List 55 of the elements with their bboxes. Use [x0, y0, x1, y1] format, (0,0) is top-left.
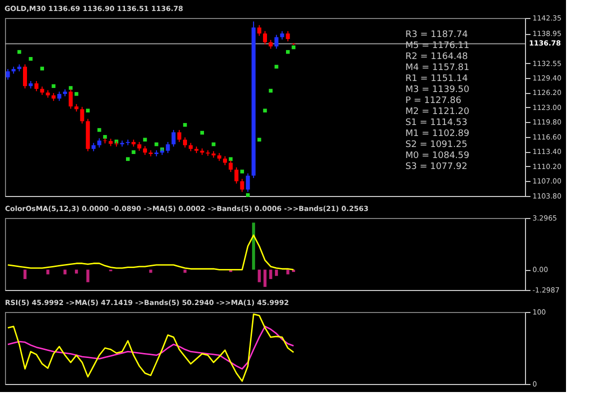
candlestick [246, 172, 250, 192]
annotation: S1 = 1114.53 [405, 118, 468, 128]
point [286, 50, 290, 54]
annotation: S2 = 1091.25 [405, 140, 468, 150]
annotation: R1 = 1151.14 [405, 74, 468, 84]
line-series [7, 326, 294, 370]
annotation: M0 = 1084.59 [405, 151, 470, 161]
point [154, 142, 158, 146]
annotation: M2 = 1121.20 [405, 107, 470, 117]
point [103, 135, 107, 139]
candlestick [257, 24, 262, 36]
annotation: R3 = 1187.74 [405, 30, 468, 40]
point [97, 128, 102, 132]
annotation: M3 = 1139.50 [405, 85, 470, 95]
annotation: M4 = 1157.81 [405, 63, 470, 73]
point [68, 86, 73, 90]
candlestick [183, 136, 187, 148]
point [132, 150, 136, 154]
candlestick [263, 30, 267, 46]
annotation: R2 = 1164.48 [405, 52, 468, 62]
annotation: P = 1127.86 [405, 96, 462, 106]
point [246, 193, 250, 197]
candlestick [286, 30, 290, 42]
candlestick [97, 138, 102, 148]
candlestick [114, 141, 118, 148]
candlestick [6, 68, 10, 80]
point [86, 108, 90, 112]
candlestick [80, 106, 84, 124]
point [17, 50, 22, 54]
point [126, 157, 130, 161]
annotation: M1 = 1102.89 [405, 129, 470, 139]
candlestick [23, 64, 27, 89]
point [263, 108, 267, 112]
point [228, 157, 233, 161]
point [143, 138, 147, 142]
line-series [7, 234, 294, 270]
candlestick [34, 80, 38, 92]
annotation: M5 = 1176.11 [405, 41, 470, 51]
point [292, 45, 296, 50]
candlestick [274, 34, 278, 50]
line-series [7, 313, 294, 382]
point [52, 84, 56, 88]
point [183, 123, 187, 127]
annotation: S3 = 1077.92 [405, 162, 468, 172]
candlestick [57, 91, 62, 102]
candlestick [240, 178, 244, 192]
candlestick [166, 141, 170, 154]
point [240, 170, 244, 174]
candlestick [172, 129, 176, 148]
point [74, 92, 78, 96]
candlestick [234, 166, 238, 184]
candlestick [177, 129, 182, 142]
point [40, 66, 44, 70]
point [274, 64, 278, 69]
point [212, 142, 216, 146]
